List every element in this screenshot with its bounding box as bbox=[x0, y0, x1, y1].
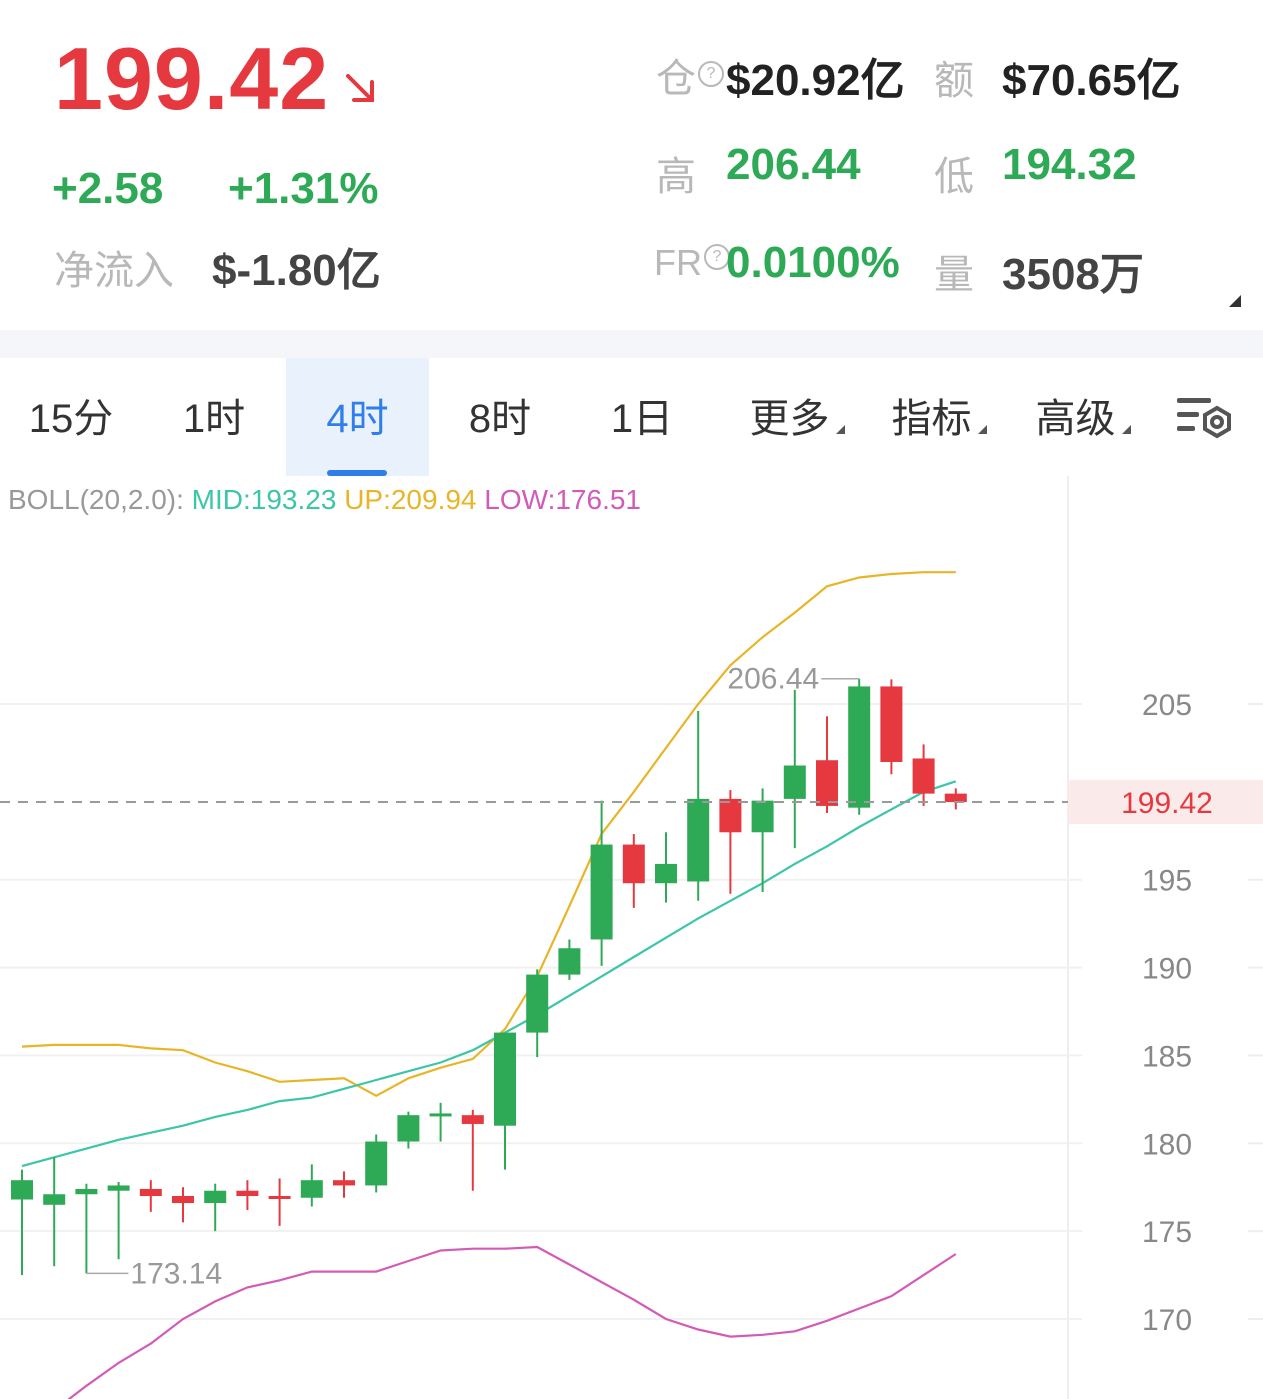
candle-body bbox=[139, 1188, 162, 1196]
candle-body bbox=[204, 1190, 227, 1204]
candle-body bbox=[172, 1196, 194, 1204]
boll-legend: BOLL(20,2.0): MID:193.23 UP:209.94 LOW:1… bbox=[8, 484, 641, 516]
candle-body bbox=[848, 686, 871, 808]
candle-body bbox=[816, 760, 838, 806]
candle-body bbox=[622, 844, 645, 884]
turnover-value: $70.65亿 bbox=[1002, 56, 1181, 105]
volume-value: 3508万 bbox=[1002, 250, 1144, 299]
candle-body bbox=[43, 1194, 66, 1205]
candle-body bbox=[107, 1185, 130, 1191]
active-tab-indicator bbox=[327, 470, 387, 476]
open-interest[interactable]: 仓? bbox=[656, 46, 724, 104]
low-annotation: 173.14 bbox=[130, 1257, 222, 1290]
candle-body bbox=[655, 863, 677, 884]
candle-body bbox=[880, 686, 903, 762]
high-value: 206.44 bbox=[726, 140, 861, 189]
low-value: 194.32 bbox=[1002, 140, 1137, 189]
high-annotation: 206.44 bbox=[727, 663, 819, 696]
tab-indicators[interactable]: 指标 bbox=[868, 358, 1010, 476]
candle-body bbox=[719, 798, 742, 833]
funding-rate[interactable]: FR? bbox=[654, 242, 730, 284]
tab-more[interactable]: 更多 bbox=[726, 358, 868, 476]
y-axis-panel bbox=[1068, 476, 1263, 1399]
tab-label: 15分 bbox=[28, 397, 114, 441]
turnover-label: 额 bbox=[934, 59, 974, 103]
last-price-label: 199.42 bbox=[1121, 787, 1213, 820]
y-tick-label: 190 bbox=[1142, 953, 1192, 986]
boll-prefix: BOLL(20,2.0): bbox=[8, 484, 184, 515]
net-inflow-label: 净流入 bbox=[54, 249, 174, 293]
tab-label: 高级 bbox=[1035, 397, 1116, 441]
tab-advanced[interactable]: 高级 bbox=[1012, 358, 1154, 476]
candle-body bbox=[365, 1141, 388, 1186]
boll-up-line bbox=[21, 571, 956, 1098]
volume-label: 量 bbox=[934, 253, 974, 297]
tab-1d[interactable]: 1日 bbox=[571, 358, 713, 476]
y-tick-label: 205 bbox=[1142, 689, 1192, 722]
info-icon[interactable]: ? bbox=[698, 61, 724, 87]
boll-mid: MID:193.23 bbox=[191, 484, 337, 515]
candle-body bbox=[300, 1180, 323, 1198]
candle-body bbox=[783, 765, 806, 799]
dropdown-corner-icon bbox=[835, 425, 845, 434]
candle-body bbox=[397, 1115, 420, 1142]
candle-body bbox=[494, 1032, 516, 1126]
candle-body bbox=[461, 1115, 484, 1124]
tab-8h[interactable]: 8时 bbox=[429, 358, 571, 476]
candle-body bbox=[590, 844, 613, 940]
dropdown-corner-icon bbox=[1121, 425, 1131, 434]
candle-body bbox=[11, 1180, 33, 1200]
candle-body bbox=[912, 758, 935, 794]
candle-body bbox=[687, 798, 710, 882]
high-label: 高 bbox=[656, 155, 696, 199]
y-tick-label: 180 bbox=[1142, 1128, 1192, 1161]
last-price-tag bbox=[1068, 780, 1263, 825]
y-tick-label: 170 bbox=[1142, 1304, 1192, 1337]
tab-label: 1日 bbox=[610, 397, 674, 441]
y-tick-label: 185 bbox=[1142, 1040, 1192, 1073]
y-tick-label: 195 bbox=[1142, 865, 1192, 898]
tab-label: 1时 bbox=[182, 397, 246, 441]
boll-up: UP:209.94 bbox=[344, 484, 477, 515]
candle-body bbox=[751, 800, 774, 833]
candle-body bbox=[526, 974, 549, 1033]
tab-label: 4时 bbox=[326, 397, 389, 441]
candle-body bbox=[333, 1180, 355, 1186]
funding-rate-value: 0.0100% bbox=[726, 238, 900, 287]
dropdown-corner-icon bbox=[977, 425, 987, 434]
candle-body bbox=[944, 793, 967, 803]
section-divider bbox=[0, 330, 1263, 358]
tab-1h[interactable]: 1时 bbox=[142, 358, 286, 476]
arrow-down-right-icon bbox=[346, 74, 374, 102]
open-interest-label: 仓 bbox=[656, 57, 696, 101]
boll-low-line bbox=[67, 1245, 957, 1399]
boll-low: LOW:176.51 bbox=[484, 484, 641, 515]
candle-body bbox=[236, 1190, 259, 1196]
y-tick-label: 175 bbox=[1142, 1216, 1192, 1249]
candle-body bbox=[75, 1188, 98, 1195]
last-price: 199.42 bbox=[54, 29, 330, 128]
tab-label: 指标 bbox=[891, 397, 972, 441]
net-inflow-value: $-1.80亿 bbox=[212, 246, 381, 295]
interval-tabs: 15分 1时 4时 8时 1日 更多 指标 高级 bbox=[0, 358, 1263, 476]
candle-body bbox=[558, 948, 581, 975]
price-change-percent: +1.31% bbox=[228, 164, 379, 213]
candle-body bbox=[268, 1196, 291, 1199]
open-interest-value: $20.92亿 bbox=[726, 56, 905, 105]
tab-4h[interactable]: 4时 bbox=[286, 358, 429, 476]
price-change: +2.58 bbox=[52, 164, 164, 213]
tab-label: 更多 bbox=[749, 397, 830, 441]
candlestick-chart[interactable]: 205 195 190 185 180 175 170 199.42 206.44 173.14 bbox=[0, 476, 1263, 1399]
tab-15m[interactable]: 15分 bbox=[0, 358, 142, 476]
boll-mid-line bbox=[21, 780, 957, 1168]
tab-label: 8时 bbox=[468, 397, 532, 441]
low-label: 低 bbox=[934, 155, 974, 199]
chart-settings-icon[interactable] bbox=[1175, 396, 1235, 444]
expand-toggle-icon[interactable] bbox=[1229, 295, 1241, 307]
funding-rate-label: FR bbox=[654, 242, 702, 283]
candle-body bbox=[429, 1113, 452, 1117]
info-icon[interactable]: ? bbox=[704, 244, 730, 270]
